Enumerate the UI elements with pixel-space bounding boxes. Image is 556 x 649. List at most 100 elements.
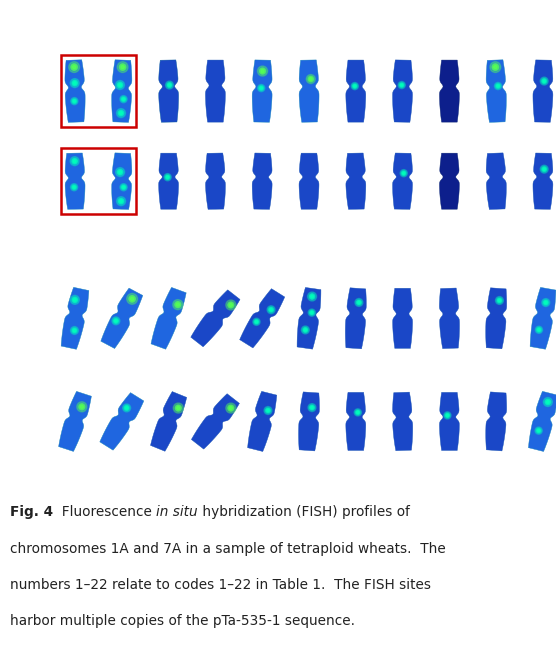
Circle shape — [259, 86, 264, 90]
Circle shape — [310, 405, 314, 410]
Text: 1A: 1A — [30, 84, 46, 97]
Circle shape — [544, 301, 547, 304]
Circle shape — [228, 405, 234, 411]
Polygon shape — [439, 288, 459, 349]
Circle shape — [257, 84, 265, 92]
Circle shape — [120, 184, 127, 191]
Circle shape — [355, 299, 363, 306]
Circle shape — [267, 306, 275, 313]
Circle shape — [115, 320, 117, 322]
Circle shape — [71, 184, 78, 191]
Circle shape — [494, 82, 502, 90]
Polygon shape — [205, 60, 225, 122]
Circle shape — [120, 64, 126, 70]
Text: 22: 22 — [535, 252, 550, 265]
Circle shape — [72, 99, 77, 103]
Text: 7A: 7A — [30, 175, 46, 188]
Text: 4: 4 — [212, 21, 219, 34]
Circle shape — [494, 66, 497, 69]
Circle shape — [254, 319, 259, 324]
Circle shape — [165, 175, 170, 179]
Circle shape — [71, 97, 78, 104]
Circle shape — [445, 413, 450, 417]
Text: 10: 10 — [489, 21, 504, 34]
Polygon shape — [240, 289, 285, 348]
Text: 18: 18 — [349, 252, 363, 265]
Circle shape — [261, 69, 264, 73]
Circle shape — [126, 407, 128, 409]
Circle shape — [228, 302, 234, 308]
Text: in situ: in situ — [156, 506, 198, 519]
Circle shape — [175, 302, 181, 308]
Polygon shape — [346, 393, 366, 450]
Polygon shape — [299, 153, 319, 209]
Polygon shape — [65, 153, 85, 210]
Circle shape — [72, 66, 76, 69]
Circle shape — [70, 79, 79, 88]
Circle shape — [444, 412, 451, 419]
Circle shape — [113, 319, 118, 323]
Text: 20: 20 — [442, 252, 457, 265]
Circle shape — [547, 400, 549, 404]
Circle shape — [71, 64, 77, 70]
Polygon shape — [206, 153, 225, 210]
Circle shape — [537, 428, 541, 433]
Bar — [61, 55, 136, 127]
Circle shape — [120, 200, 122, 202]
Circle shape — [270, 308, 272, 311]
Circle shape — [540, 165, 548, 173]
Circle shape — [116, 167, 125, 177]
Circle shape — [535, 427, 542, 434]
Circle shape — [490, 62, 501, 73]
Circle shape — [354, 85, 356, 87]
Circle shape — [129, 295, 136, 302]
Circle shape — [127, 293, 137, 304]
Circle shape — [306, 75, 315, 84]
Polygon shape — [346, 153, 366, 210]
Circle shape — [266, 408, 270, 413]
Circle shape — [356, 300, 361, 305]
Polygon shape — [191, 290, 240, 347]
Text: 3: 3 — [165, 21, 172, 34]
Polygon shape — [486, 288, 507, 349]
Polygon shape — [247, 391, 277, 452]
Circle shape — [73, 160, 76, 162]
Circle shape — [73, 186, 75, 188]
Circle shape — [226, 403, 236, 413]
Text: 15: 15 — [208, 252, 223, 265]
Polygon shape — [528, 391, 556, 452]
Circle shape — [118, 84, 121, 86]
Text: hybridization (FISH) profiles of: hybridization (FISH) profiles of — [198, 506, 410, 519]
Circle shape — [311, 312, 313, 313]
Polygon shape — [393, 153, 413, 210]
Circle shape — [177, 406, 180, 410]
Polygon shape — [486, 153, 507, 210]
Circle shape — [112, 317, 120, 324]
Circle shape — [73, 329, 76, 332]
Circle shape — [535, 326, 543, 334]
Polygon shape — [58, 391, 91, 452]
Circle shape — [121, 97, 126, 101]
Text: 1A: 1A — [30, 312, 46, 324]
Polygon shape — [530, 288, 556, 349]
Circle shape — [542, 79, 547, 84]
Circle shape — [166, 176, 168, 178]
Circle shape — [495, 297, 503, 304]
Circle shape — [79, 404, 85, 410]
Circle shape — [401, 84, 403, 86]
Polygon shape — [439, 393, 459, 450]
Circle shape — [72, 185, 76, 190]
Text: numbers 1–22 relate to codes 1–22 in Table 1.  The FISH sites: numbers 1–22 relate to codes 1–22 in Tab… — [10, 578, 431, 592]
Circle shape — [119, 171, 122, 173]
Circle shape — [118, 199, 124, 204]
Circle shape — [543, 397, 552, 406]
Circle shape — [498, 299, 500, 302]
Circle shape — [117, 169, 123, 175]
Circle shape — [543, 80, 545, 82]
Bar — [61, 148, 136, 214]
Polygon shape — [486, 392, 507, 451]
Text: 14: 14 — [161, 252, 176, 265]
Circle shape — [120, 112, 122, 114]
Polygon shape — [151, 391, 187, 451]
Circle shape — [264, 406, 272, 415]
